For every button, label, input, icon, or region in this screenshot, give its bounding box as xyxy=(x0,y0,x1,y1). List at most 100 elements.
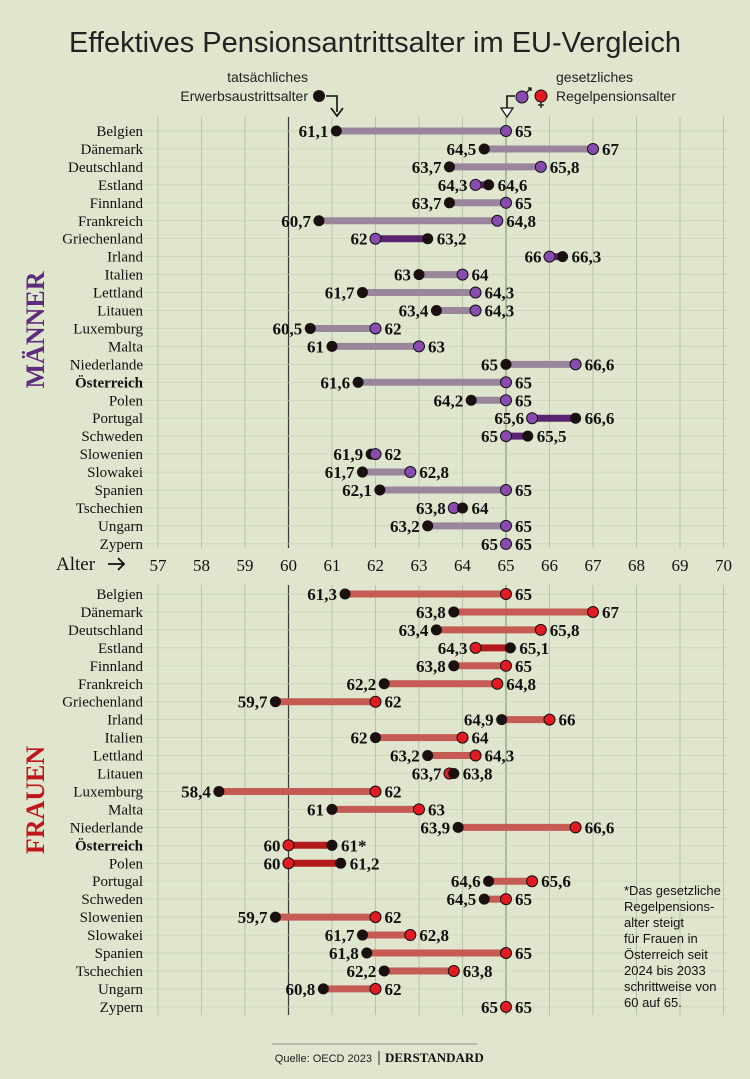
actual-age-dot xyxy=(422,520,434,532)
men-row: Griechenland 62 63,2 xyxy=(62,230,728,249)
actual-age-dot xyxy=(313,215,325,227)
legend-actual-line2: Erwerbsaustrittsalter xyxy=(180,88,308,104)
actual-age-dot xyxy=(317,983,329,995)
men-row: Slowakei 61,7 62,8 xyxy=(87,463,728,482)
legal-value-label: 64,3 xyxy=(485,302,515,321)
actual-age-dot xyxy=(213,785,225,797)
grid xyxy=(157,117,724,1015)
country-label: Malta xyxy=(108,802,143,818)
legal-value-label: 65 xyxy=(515,194,532,213)
country-label: Tschechien xyxy=(76,964,144,980)
actual-value-label: 65,1 xyxy=(519,639,549,658)
actual-value-label: 62,1 xyxy=(342,481,372,500)
legal-age-dot xyxy=(404,466,417,479)
legend-legal-line2: Regelpensionsalter xyxy=(556,88,676,104)
actual-value-label: 62 xyxy=(351,729,368,748)
country-label: Spanien xyxy=(95,483,144,499)
actual-age-dot xyxy=(522,430,534,442)
actual-age-dot xyxy=(483,179,495,191)
men-row: Finnland 63,7 65 xyxy=(90,194,728,213)
women-row: Tschechien 62,2 63,8 xyxy=(76,962,728,981)
actual-value-label: 64,2 xyxy=(433,391,463,410)
country-label: Schweden xyxy=(81,892,143,908)
actual-age-dot xyxy=(443,197,455,209)
men-row: Niederlande 65 66,6 xyxy=(70,355,728,374)
x-tick-label: 67 xyxy=(585,556,603,575)
country-label: Frankreich xyxy=(78,214,143,230)
legend-female-symbol xyxy=(538,102,544,108)
legal-value-label: 64 xyxy=(472,729,490,748)
actual-age-dot xyxy=(430,624,442,636)
actual-age-dot xyxy=(422,750,434,762)
actual-value-label: 63 xyxy=(394,266,411,285)
women-row: Malta 61 63 xyxy=(108,800,728,819)
women-row: Italien 62 64 xyxy=(105,729,728,748)
actual-value-label: 63,2 xyxy=(390,747,420,766)
actual-value-label: 60,5 xyxy=(273,319,303,338)
actual-age-dot xyxy=(504,642,516,654)
legal-age-dot xyxy=(543,713,556,726)
actual-age-dot xyxy=(452,821,464,833)
country-label: Irland xyxy=(107,250,143,266)
actual-age-dot xyxy=(330,125,342,137)
actual-value-label: 64,6 xyxy=(498,176,528,195)
legal-age-dot xyxy=(500,519,512,532)
x-tick-label: 58 xyxy=(193,556,210,575)
legal-value-label: 65,6 xyxy=(541,872,571,891)
country-label: Niederlande xyxy=(70,820,144,836)
actual-value-label: 61,9 xyxy=(333,445,363,464)
actual-value-label: 64,6 xyxy=(451,872,481,891)
legal-age-dot xyxy=(369,785,382,798)
country-label: Finnland xyxy=(90,196,144,212)
legal-age-dot xyxy=(500,484,512,496)
women-row: Deutschland 63,4 65,8 xyxy=(68,621,728,640)
actual-value-label: 65 xyxy=(481,535,498,554)
actual-value-label: 62,2 xyxy=(346,675,376,694)
women-row: Portugal 64,6 65,6 xyxy=(92,872,728,891)
women-row: Slowakei 61,7 62,8 xyxy=(87,926,728,945)
country-label: Niederlande xyxy=(70,357,144,373)
legal-value-label: 64,8 xyxy=(506,212,536,231)
legend-actual-line1: tatsächliches xyxy=(227,69,308,85)
country-label: Portugal xyxy=(92,411,143,427)
actual-age-dot xyxy=(370,732,381,744)
x-tick-label: 69 xyxy=(672,556,689,575)
x-tick-label: 68 xyxy=(628,556,645,575)
actual-value-label: 63,7 xyxy=(412,158,442,177)
actual-age-dot xyxy=(457,502,468,514)
legal-value-label: 63,8 xyxy=(416,499,446,518)
actual-age-dot xyxy=(413,269,425,281)
country-label: Belgien xyxy=(96,124,143,140)
legal-value-label: 65 xyxy=(515,122,532,141)
country-label: Polen xyxy=(109,856,144,872)
legal-value-label: 62 xyxy=(385,980,402,999)
x-tick-label: 65 xyxy=(498,556,515,575)
legal-value-label: 65,6 xyxy=(494,409,524,428)
actual-value-label: 62,2 xyxy=(346,962,376,981)
actual-age-dot xyxy=(304,322,316,334)
footnote-line: für Frauen in xyxy=(624,931,698,946)
country-label: Österreich xyxy=(75,374,144,391)
women-row: Schweden 64,5 65 xyxy=(81,890,728,909)
actual-age-dot xyxy=(361,947,373,959)
legal-age-dot xyxy=(500,430,512,443)
country-label: Portugal xyxy=(92,874,143,890)
legal-age-dot xyxy=(369,982,382,995)
actual-age-dot xyxy=(570,412,582,424)
women-row: Zypern 65 65 xyxy=(100,998,728,1017)
footnote-line: *Das gesetzliche xyxy=(624,883,721,898)
legend-legal-line1: gesetzliches xyxy=(556,69,633,85)
actual-age-dot xyxy=(269,911,281,923)
legal-age-dot xyxy=(526,412,539,425)
women-row: Niederlande 63,9 66,6 xyxy=(70,818,728,837)
legal-age-dot xyxy=(413,803,425,816)
country-label: Griechenland xyxy=(62,695,143,711)
actual-value-label: 61,8 xyxy=(329,944,359,963)
actual-value-label: 64,9 xyxy=(464,711,494,730)
country-label: Griechenland xyxy=(62,232,143,248)
women-row: Slowenien 59,7 62 xyxy=(80,908,728,927)
country-label: Litauen xyxy=(97,767,143,783)
actual-age-dot xyxy=(378,965,390,977)
legal-age-dot xyxy=(413,340,425,353)
